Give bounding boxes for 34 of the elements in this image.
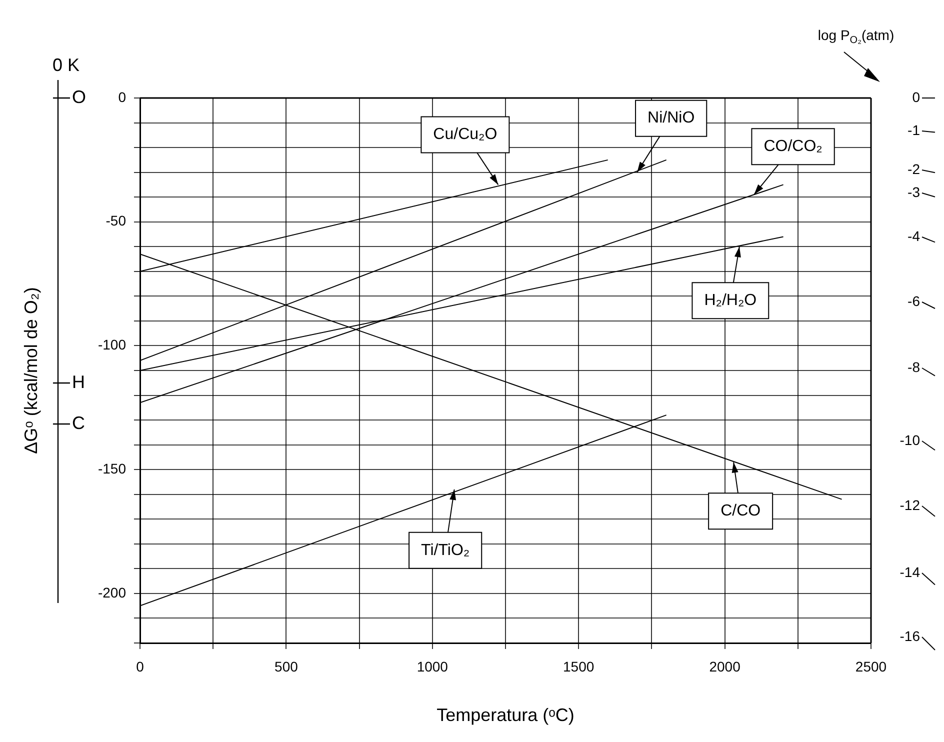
x-tick-label: 500 [274,658,298,674]
x-tick-label: 1500 [563,658,594,674]
text: O [72,86,86,107]
y-tick-label: -100 [98,336,126,353]
annotation: C/CO [720,502,761,520]
annotation: Ti/TiO₂ [421,542,470,559]
x-tick-label: 0 [136,658,144,674]
text: -3 [908,184,920,200]
annotation: Cu/Cu₂O [433,126,498,144]
text: -14 [900,564,920,580]
annotation: H₂/H₂O [704,292,757,310]
y-tick-label: -150 [98,460,126,476]
text: -16 [900,628,920,644]
text: -1 [908,122,920,138]
x-tick-label: 2000 [709,658,741,674]
text: -8 [908,358,920,375]
text: -6 [908,292,920,309]
x-tick-label: 2500 [855,658,887,674]
y-tick-label: 0 [118,88,126,105]
text: 0 K [52,54,80,75]
annotation: Ni/NiO [648,110,695,127]
x-tick-label: 1000 [416,658,448,674]
y-tick-label: -50 [106,212,126,229]
text: 0 [912,88,920,105]
text: -12 [900,496,920,513]
annotation: CO/CO₂ [764,138,822,156]
x-axis-title: Temperatura (ᵒC) [436,704,574,725]
text: H [72,372,85,392]
text: -10 [900,432,920,448]
y-axis-title: ΔGᵒ (kcal/mol de O₂) [20,287,41,454]
text: -4 [908,228,920,244]
y-tick-label: -200 [98,584,126,600]
text: C [72,412,85,433]
text: -2 [908,160,920,177]
